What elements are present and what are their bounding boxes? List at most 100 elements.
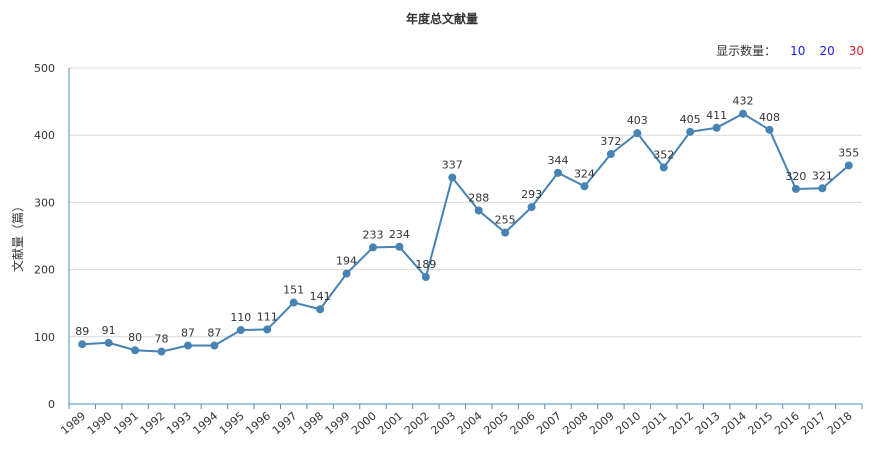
data-label: 87 (181, 327, 195, 340)
x-tick-label: 2008 (561, 409, 591, 437)
data-label: 320 (785, 170, 806, 183)
data-point (501, 228, 510, 237)
data-label: 405 (680, 113, 701, 126)
x-tick-label: 2010 (613, 409, 643, 437)
data-label: 141 (310, 290, 331, 303)
data-point (659, 163, 668, 172)
data-label: 89 (75, 325, 89, 338)
data-label: 255 (495, 214, 516, 227)
data-point (131, 346, 140, 355)
data-point (686, 127, 695, 136)
data-point (104, 338, 113, 347)
y-axis-title: 文献量（篇） (10, 200, 25, 272)
data-point (580, 182, 589, 191)
data-point (316, 305, 325, 314)
data-label: 80 (128, 331, 142, 344)
data-label: 411 (706, 109, 727, 122)
chart-title: 年度总文献量 (405, 12, 478, 26)
data-label: 324 (574, 167, 595, 180)
data-point (78, 340, 87, 349)
x-tick-label: 1996 (243, 409, 273, 437)
data-label: 372 (600, 135, 621, 148)
x-tick-label: 1997 (270, 409, 300, 437)
x-tick-label: 1989 (58, 409, 88, 437)
data-label: 87 (207, 327, 221, 340)
display-count-label: 显示数量： (716, 44, 777, 58)
data-point (791, 184, 800, 193)
x-tick-label: 1993 (164, 409, 194, 437)
x-tick-label: 2011 (640, 409, 670, 437)
data-label: 233 (362, 228, 383, 241)
data-point (527, 203, 536, 212)
display-count-option-20[interactable]: 20 (819, 43, 835, 58)
data-point (395, 242, 404, 251)
data-label: 344 (548, 154, 569, 167)
x-tick-label: 2009 (587, 409, 617, 437)
data-label: 403 (627, 114, 648, 127)
data-point (368, 243, 377, 252)
x-tick-label: 1995 (217, 409, 247, 437)
y-tick-label: 100 (34, 331, 55, 344)
data-point (263, 325, 272, 334)
data-point (474, 206, 483, 215)
data-label: 194 (336, 255, 357, 268)
data-label: 352 (653, 148, 674, 161)
series-documents: 89 91 80 78 87 87 110 111 151 141 194 233 234 189 337 2… (75, 95, 859, 356)
data-point (712, 123, 721, 132)
x-tick-label: 2007 (534, 409, 564, 437)
x-tick-label: 2004 (455, 409, 485, 437)
data-point (818, 184, 827, 193)
x-tick-label: 2015 (746, 409, 776, 437)
x-tick-label: 2001 (376, 409, 406, 437)
x-tick-label: 2013 (693, 409, 723, 437)
y-tick-label: 500 (34, 62, 55, 75)
data-point (765, 125, 774, 134)
y-tick-label: 0 (48, 398, 55, 411)
grid-lines (69, 67, 862, 338)
data-label: 91 (102, 324, 116, 337)
data-point (236, 326, 245, 335)
x-tick-label: 2017 (798, 409, 828, 437)
series-line (82, 112, 850, 353)
data-point (342, 269, 351, 278)
data-point (844, 161, 853, 170)
data-label: 110 (230, 311, 251, 324)
display-count-toolbar: 显示数量： 10 20 30 (716, 42, 864, 59)
display-count-option-10[interactable]: 10 (790, 43, 806, 58)
data-point (739, 109, 748, 118)
x-tick-label: 2016 (772, 409, 802, 437)
x-tick-label: 1992 (138, 409, 168, 437)
x-tick-label: 1999 (323, 409, 353, 437)
x-tick-label: 1991 (111, 409, 141, 437)
data-point (606, 150, 615, 159)
data-point (183, 341, 192, 350)
x-tick-label: 1994 (191, 409, 221, 437)
data-label: 111 (257, 310, 278, 323)
data-label: 321 (812, 169, 833, 182)
data-point (210, 341, 219, 350)
data-point (554, 168, 563, 177)
x-tick-label: 1998 (296, 409, 326, 437)
data-label: 189 (415, 258, 436, 271)
x-tick-label: 1990 (85, 409, 115, 437)
data-label: 78 (155, 333, 169, 346)
data-point (289, 298, 298, 307)
x-tick-label: 2000 (349, 409, 379, 437)
x-tick-label: 2002 (402, 409, 432, 437)
data-point (448, 173, 457, 182)
data-label: 337 (442, 159, 463, 172)
x-tick-label: 2005 (481, 409, 511, 437)
data-label: 151 (283, 284, 304, 297)
x-tick-label: 2003 (428, 409, 458, 437)
x-tick-label: 2012 (666, 409, 696, 437)
data-point (157, 347, 166, 356)
data-point (421, 272, 430, 281)
x-tick-label: 2018 (825, 409, 855, 437)
data-label: 432 (733, 95, 754, 108)
display-count-option-30[interactable]: 30 (848, 43, 864, 58)
y-tick-label: 200 (34, 264, 55, 277)
data-point (633, 129, 642, 138)
data-label: 355 (838, 146, 859, 159)
data-label: 288 (468, 191, 489, 204)
